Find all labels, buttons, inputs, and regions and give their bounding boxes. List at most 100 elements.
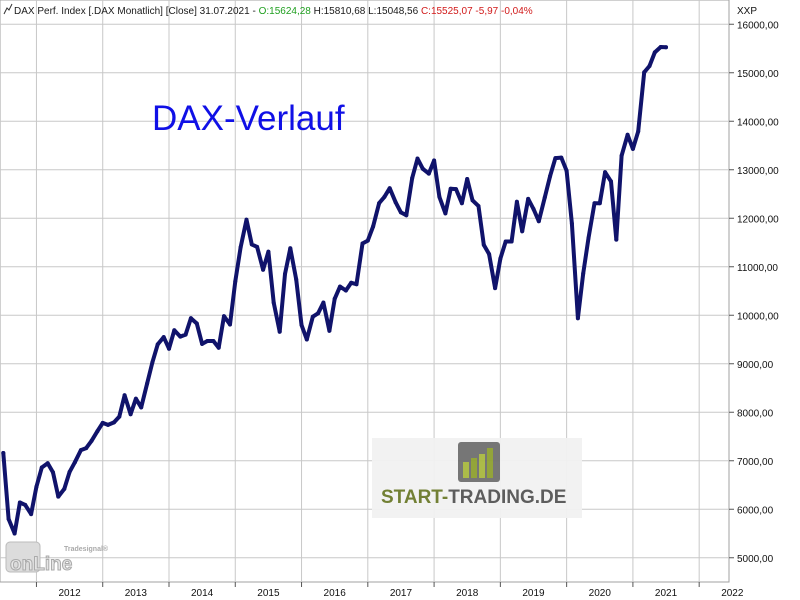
data-point [327,328,332,333]
data-point [316,311,321,316]
data-point [150,360,155,365]
data-point [536,219,541,224]
y-tick-label: 8000,00 [737,408,774,419]
data-point [448,186,453,191]
data-point [592,201,597,206]
data-point [51,470,55,475]
data-point [619,153,624,158]
data-point [609,179,613,184]
brand-part2: TRADING.DE [448,487,566,508]
data-point [365,238,370,243]
data-point [172,328,177,333]
data-point [95,429,100,434]
svg-text:START-TRADING.DE: START-TRADING.DE [381,487,566,508]
data-point [652,50,657,55]
data-point [62,486,67,491]
y-tick-label: 10000,00 [737,311,779,322]
data-point [603,170,608,175]
bar-chart-logo-icon [458,442,500,482]
data-point [338,284,342,289]
y-tick-label: 5000,00 [737,554,774,565]
data-point [139,405,144,410]
data-point [299,322,304,327]
data-point [34,484,39,489]
data-point [476,204,481,209]
y-tick-label: 13000,00 [737,166,779,177]
data-point [167,346,171,351]
data-point [377,201,382,206]
data-point [465,177,470,181]
x-tick-label: 2017 [390,588,413,599]
data-point [228,322,232,327]
data-point [117,414,122,419]
data-point [200,341,205,346]
x-tick-label: 2012 [58,588,81,599]
data-point [255,244,260,249]
x-tick-label: 2013 [125,588,148,599]
data-point [161,335,166,340]
data-point [122,393,127,398]
data-point [133,396,138,401]
x-tick-label: 2021 [655,588,678,599]
y-tick-label: 16000,00 [737,20,779,31]
header-high-low: H:15810,68 L:15048,56 [311,6,421,17]
data-point [78,448,83,453]
y-tick-label: 15000,00 [737,69,779,80]
data-point [432,158,437,163]
data-point [437,194,442,199]
data-point [106,422,110,427]
data-point [382,194,387,199]
data-point [29,512,34,517]
data-point [454,187,458,192]
data-point [216,345,221,350]
data-point [349,280,354,285]
data-point [360,241,365,246]
data-point [288,246,293,251]
data-point [332,296,337,301]
data-point [89,438,94,443]
header-open: O:15624,28 [259,6,312,17]
data-point [387,186,392,191]
data-point [1,451,6,455]
data-point [67,469,72,474]
y-axis: 5000,00 6000,00 7000,00 8000,00 9000,00 10000… [729,20,779,565]
data-point [194,321,199,326]
chart-title: DAX-Verlauf [152,99,345,138]
grid-lines [0,0,729,582]
y-tick-label: 6000,00 [737,505,774,516]
data-point [575,316,580,321]
online-label: onLine [10,554,72,575]
data-point [481,242,486,247]
data-point [493,286,498,291]
data-point [443,211,448,216]
data-point [128,412,133,417]
header-close-change: C:15525,07 -5,97 -0,04% [421,6,533,17]
data-point [614,237,619,242]
data-point [277,329,282,334]
x-tick-label: 2015 [257,588,280,599]
data-point [39,465,44,470]
y-tick-label: 14000,00 [737,117,779,128]
data-point [548,174,553,179]
data-point [45,461,50,466]
y-tick-label: 12000,00 [737,214,779,225]
data-point [664,45,668,50]
data-point [12,531,17,536]
data-point [72,460,77,465]
data-point [283,272,287,276]
data-point [426,171,431,176]
data-point [354,282,359,287]
data-point [145,381,150,386]
chart-header: DAX Perf. Index [.DAX Monatlich] [Close]… [3,3,533,17]
header-title: DAX Perf. Index [.DAX Monatlich] [Close]… [14,6,259,17]
data-point [205,339,210,343]
data-point [647,64,652,68]
x-tick-label: 2022 [721,588,744,599]
data-point [503,239,508,244]
data-point [100,420,105,425]
plot-area [0,0,730,583]
data-point [304,337,309,342]
data-point [183,332,188,337]
data-point [636,129,641,134]
x-tick-label: 2020 [589,588,612,599]
